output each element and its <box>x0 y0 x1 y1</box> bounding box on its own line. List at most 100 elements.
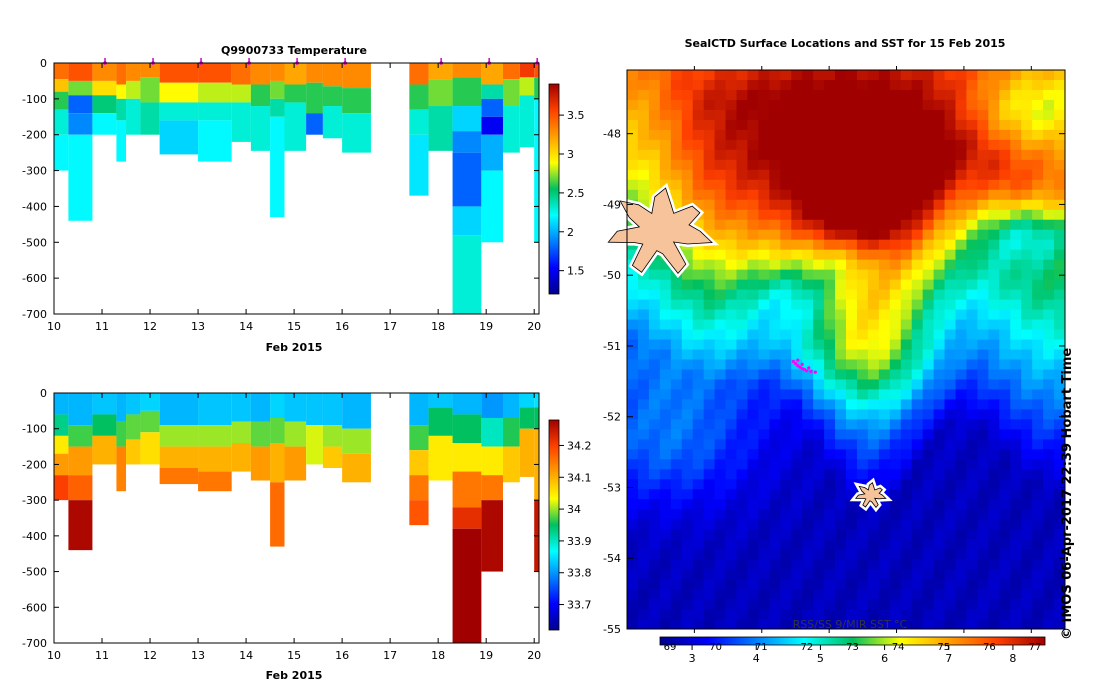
sst-cell <box>835 619 847 630</box>
sst-cell <box>769 169 781 181</box>
sst-cell <box>944 139 956 151</box>
sst-cell <box>769 369 781 380</box>
sst-cell <box>867 219 880 231</box>
sst-cell <box>637 599 650 610</box>
sst-cell <box>670 599 683 610</box>
sst-cell <box>714 159 727 171</box>
sst-cell <box>659 529 672 540</box>
sst-cell <box>999 99 1011 111</box>
profile-cell <box>126 439 141 465</box>
sst-cell <box>922 349 935 360</box>
sst-cell <box>791 169 803 181</box>
sst-cell <box>824 559 836 570</box>
sst-cell <box>988 99 1000 111</box>
sst-cell <box>670 589 683 600</box>
sst-cell <box>1043 509 1055 520</box>
sst-cell <box>878 549 891 560</box>
sst-cell <box>933 229 946 241</box>
sst-cell <box>670 409 683 420</box>
sst-cell <box>1054 289 1066 301</box>
sst-cell <box>637 609 650 620</box>
sst-cell <box>856 299 869 311</box>
sst-cell <box>999 599 1011 610</box>
sst-cell <box>802 459 814 470</box>
sst-cell <box>922 159 935 171</box>
sst-cell <box>911 89 924 101</box>
sst-cell <box>670 99 683 111</box>
sst-cell <box>670 489 683 500</box>
sst-cell <box>944 519 956 530</box>
sst-cell <box>878 419 891 430</box>
y-tick-label: -200 <box>22 458 47 471</box>
sst-cell <box>889 129 902 141</box>
sst-cell <box>846 99 858 111</box>
sst-cell <box>1043 599 1055 610</box>
sst-cell <box>911 379 924 390</box>
sst-cell <box>835 129 847 141</box>
sst-cell <box>1043 429 1055 440</box>
seal-location-point <box>807 366 811 370</box>
sst-cell <box>889 119 902 131</box>
sst-cell <box>856 169 869 181</box>
sst-cell <box>889 569 902 580</box>
sst-cell <box>725 569 737 580</box>
profile-cell <box>481 446 503 476</box>
sst-cell <box>878 619 891 630</box>
sst-cell <box>648 319 661 331</box>
sst-cell <box>802 129 814 141</box>
sst-cell <box>911 189 924 201</box>
sst-cell <box>736 359 748 370</box>
sst-cell <box>911 369 924 380</box>
profile-cell <box>231 63 251 85</box>
sst-cell <box>681 569 694 580</box>
sst-cell <box>692 389 705 400</box>
sst-cell <box>944 499 956 510</box>
sst-cell <box>802 489 814 500</box>
sst-cell <box>736 599 748 610</box>
sst-cell <box>944 79 956 91</box>
sst-cell <box>966 269 978 281</box>
sst-cell <box>933 119 946 131</box>
sst-cell <box>900 159 913 171</box>
profile-cell <box>198 393 232 426</box>
sst-cell <box>627 279 639 291</box>
sst-cell <box>999 459 1011 470</box>
sst-cell <box>802 349 814 360</box>
sst-cell <box>736 79 748 91</box>
sst-cell <box>802 599 814 610</box>
sst-cell <box>813 409 825 420</box>
sst-cell <box>1054 229 1066 241</box>
sst-cell <box>835 179 847 191</box>
sst-cell <box>725 309 737 321</box>
sst-cell <box>1032 569 1044 580</box>
sst-cell <box>714 509 727 520</box>
sst-cell <box>1032 499 1044 510</box>
sst-cell <box>769 319 781 331</box>
sst-cell <box>659 79 672 91</box>
sst-cell <box>791 269 803 281</box>
sst-cell <box>988 149 1000 161</box>
sst-cell <box>911 219 924 231</box>
sst-cell <box>627 359 639 370</box>
profile-cell <box>452 77 482 107</box>
sst-cell <box>988 279 1000 291</box>
sst-cell <box>933 79 946 91</box>
sst-cell <box>1032 489 1044 500</box>
sst-cell <box>1043 119 1055 131</box>
sst-cell <box>867 459 880 470</box>
sst-cell <box>977 499 989 510</box>
sst-cell <box>670 469 683 480</box>
sst-cell <box>824 349 836 360</box>
sst-cell <box>747 289 759 301</box>
sst-cell <box>692 419 705 430</box>
sst-cell <box>922 309 935 321</box>
sst-cell <box>648 449 661 460</box>
sst-cell <box>1043 389 1055 400</box>
sst-cell <box>835 219 847 231</box>
sst-cell <box>813 70 825 81</box>
sst-cell <box>758 449 770 460</box>
sst-cell <box>747 109 759 121</box>
sst-cell <box>846 289 858 301</box>
sst-cell <box>824 379 836 390</box>
sst-cell <box>922 369 935 380</box>
